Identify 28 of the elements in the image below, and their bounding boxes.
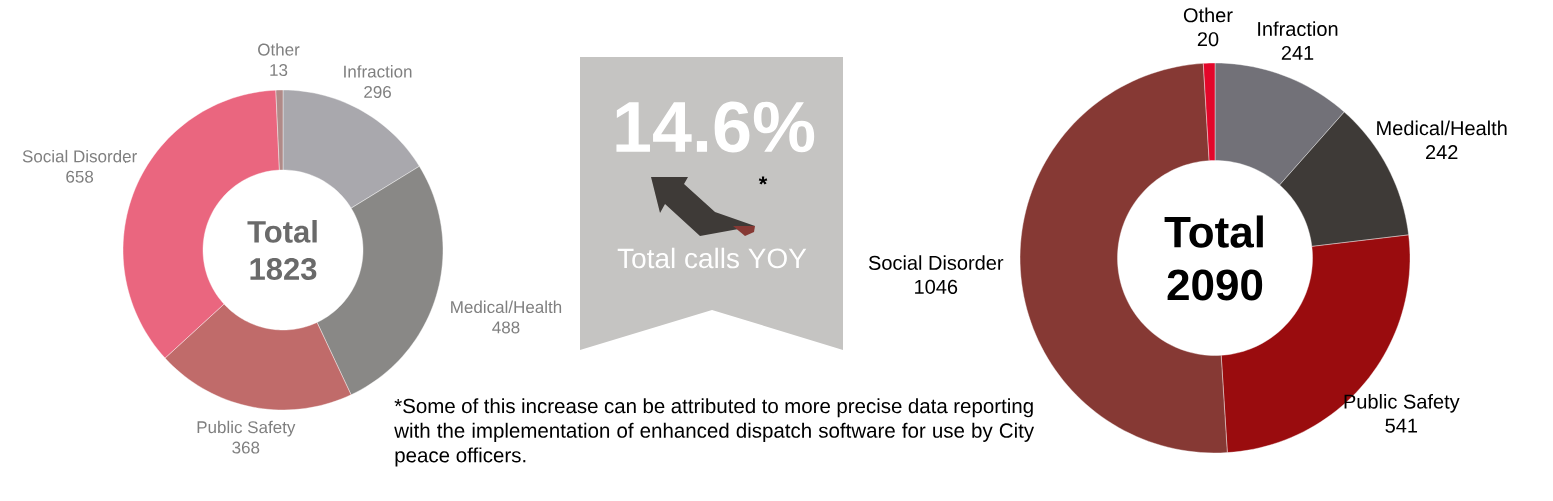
text: *Some of this increase can be attributed to more precise data reporting with the implementation of enhanced dispatch software for use by City peace officers. — [394, 398, 1035, 467]
text: Total — [247, 219, 317, 243]
slice-label: Medical/Health — [451, 300, 562, 314]
slice-label: Public Safety — [1344, 393, 1460, 413]
data-label: 658 — [66, 170, 94, 183]
slice-label: Other — [258, 43, 300, 56]
data-label: 541 — [1385, 418, 1418, 433]
data-label: 1046 — [915, 279, 958, 294]
data-label: 488 — [492, 321, 520, 334]
data-label: 20 — [1197, 32, 1219, 47]
slice-label: Medical/Health — [1377, 120, 1507, 136]
text: 1823 — [250, 258, 317, 280]
data-label: 13 — [270, 64, 288, 77]
slice-label: Social Disorder — [22, 149, 137, 163]
text: 2090 — [1167, 269, 1263, 301]
text: Total — [1164, 215, 1263, 248]
data-label: 242 — [1426, 145, 1458, 160]
data-label: 241 — [1281, 45, 1314, 60]
text: Total calls YOY — [617, 247, 807, 269]
slice-label: Social Disorder — [868, 255, 1004, 270]
data-label: 296 — [364, 85, 391, 98]
slice-label: Public Safety — [197, 420, 296, 437]
slice-label: Infraction — [344, 65, 412, 78]
slice-label: Other — [1183, 7, 1233, 23]
slice-label: Infraction — [1258, 21, 1338, 37]
text: 14.6% — [616, 101, 815, 153]
data-label: 368 — [232, 441, 260, 454]
text: * — [758, 176, 768, 185]
